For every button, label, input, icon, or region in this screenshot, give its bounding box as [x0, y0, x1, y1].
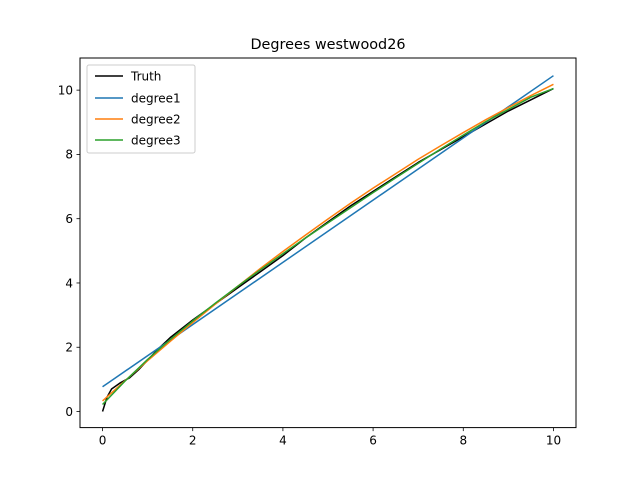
y-tick-label: 4: [65, 276, 73, 290]
ticks-layer: 0 2 4 6 8 10 0 2 4 6 8 10: [58, 83, 561, 447]
series-layer: [101, 75, 554, 412]
x-tick-label: 10: [546, 434, 561, 448]
legend: Truth degree1 degree2 degree3: [86, 64, 196, 154]
legend-label-degree1: degree1: [131, 92, 181, 106]
series-line-truth: [101, 87, 554, 412]
series-line-degree2: [102, 83, 554, 402]
legend-label-truth: Truth: [130, 70, 161, 84]
series-line-degree3: [102, 87, 554, 405]
x-tick-label: 4: [279, 434, 287, 448]
plot-area: 0 2 4 6 8 10 0 2 4 6 8 10: [58, 57, 577, 448]
y-tick-label: 6: [65, 212, 73, 226]
y-tick-label: 8: [65, 148, 73, 162]
y-tick-label: 10: [58, 83, 73, 97]
x-tick-label: 2: [189, 434, 197, 448]
y-tick-label: 0: [65, 405, 73, 419]
x-tick-label: 8: [459, 434, 467, 448]
chart-title: Degrees westwood26: [250, 37, 405, 53]
legend-label-degree3: degree3: [131, 134, 181, 148]
x-tick-label: 6: [369, 434, 377, 448]
y-tick-label: 2: [65, 341, 73, 355]
legend-label-degree2: degree2: [131, 113, 181, 127]
x-tick-label: 0: [99, 434, 107, 448]
axes-frame: [79, 57, 577, 429]
legend-box: [86, 64, 196, 154]
